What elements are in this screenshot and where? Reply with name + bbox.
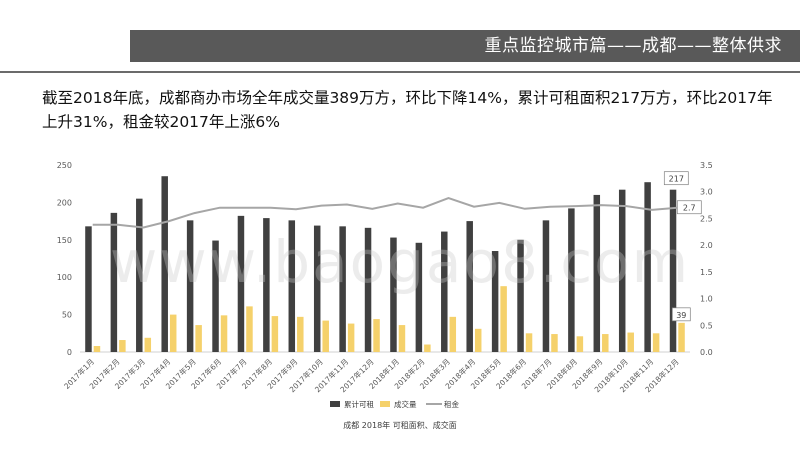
bar-transaction (297, 316, 304, 352)
bar-leasable (466, 221, 473, 352)
y2-tick-label: 0.0 (700, 348, 713, 357)
bar-leasable (339, 226, 346, 352)
bar-leasable (237, 215, 245, 352)
page-title: 重点监控城市篇——成都——整体供求 (484, 36, 782, 56)
y2-tick-label: 3.0 (700, 188, 713, 197)
bar-leasable (441, 231, 448, 352)
bar-leasable (517, 239, 524, 352)
y2-tick-label: 1.0 (700, 295, 713, 304)
watermark: www.baogao8.com (109, 228, 691, 296)
header-bar: 重点监控城市篇——成都——整体供求 (130, 30, 800, 62)
legend-label: 成交量 (394, 399, 417, 409)
bar-transaction (424, 344, 431, 352)
bar-leasable (390, 237, 397, 352)
bar-leasable (364, 227, 372, 352)
bar-transaction (246, 306, 253, 352)
data-label-box (676, 200, 702, 215)
bar-leasable (288, 220, 296, 352)
y-tick-label: 250 (57, 161, 72, 170)
bar-leasable (491, 251, 499, 352)
bar-transaction (551, 334, 558, 352)
bar-leasable (263, 218, 270, 352)
bar-leasable (568, 208, 575, 352)
legend-label: 累计可租 (344, 399, 374, 409)
y-tick-label: 0 (67, 348, 72, 357)
bar-transaction (398, 325, 406, 352)
bar-transaction (144, 337, 152, 352)
bar-leasable (85, 226, 92, 352)
y-tick-label: 200 (57, 198, 72, 207)
data-label-box (663, 171, 689, 186)
bar-leasable (313, 225, 321, 352)
bar-transaction (449, 316, 457, 352)
bar-transaction (576, 336, 584, 352)
bar-transaction (678, 322, 685, 352)
data-label-box (671, 307, 691, 322)
bar-transaction (474, 328, 482, 352)
bar-transaction (220, 315, 228, 352)
bar-leasable (161, 176, 168, 352)
bar-leasable (644, 182, 651, 352)
bar-transaction (169, 314, 177, 352)
bar-transaction (525, 333, 533, 352)
legend-swatch (380, 401, 390, 407)
y-tick-label: 100 (57, 273, 72, 282)
legend-swatch (330, 401, 340, 407)
y2-tick-label: 1.5 (700, 268, 713, 277)
y-tick-label: 150 (57, 236, 72, 245)
bar-transaction (347, 323, 355, 352)
bar-leasable (136, 198, 143, 352)
bar-transaction (500, 286, 507, 352)
bar-leasable (593, 194, 601, 352)
bar-transaction (322, 320, 329, 352)
y2-tick-label: 2.5 (700, 214, 713, 223)
bar-transaction (627, 332, 634, 352)
bar-transaction (602, 334, 609, 352)
legend-label: 租金 (444, 399, 459, 409)
bar-transaction (373, 319, 380, 352)
header-divider (0, 71, 800, 73)
data-label: 2.7 (683, 204, 696, 213)
bar-leasable (212, 240, 219, 352)
bar-transaction (271, 316, 279, 352)
y2-tick-label: 0.5 (700, 321, 713, 330)
bar-leasable (542, 220, 550, 352)
bar-transaction (652, 333, 660, 352)
bar-leasable (669, 189, 677, 352)
bar-transaction (93, 346, 101, 352)
chart-caption: 成都 2018年 可租面积、成交面 (343, 420, 456, 430)
data-label: 217 (669, 175, 684, 184)
bar-transaction (195, 325, 202, 352)
y2-tick-label: 3.5 (700, 161, 713, 170)
rent-line (92, 197, 678, 229)
data-label: 39 (676, 311, 686, 320)
bar-leasable (415, 242, 423, 352)
bar-leasable (110, 212, 118, 352)
bar-transaction (119, 340, 126, 352)
y-tick-label: 50 (62, 311, 72, 320)
summary-text: 截至2018年底，成都商办市场全年成交量389万方，环比下降14%，累计可租面积… (42, 89, 773, 131)
bar-leasable (186, 220, 194, 352)
bar-leasable (618, 189, 626, 352)
y2-tick-label: 2.0 (700, 241, 713, 250)
